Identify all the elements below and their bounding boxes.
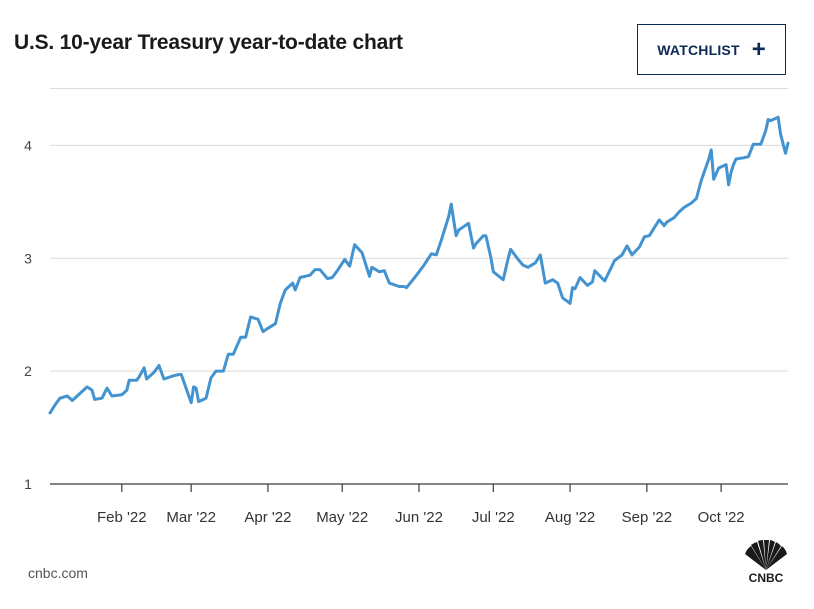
x-tick-label: Aug '22 [545, 509, 595, 526]
x-tick-label: May '22 [316, 509, 368, 526]
source-label: cnbc.com [28, 565, 88, 581]
x-tick-label: Jun '22 [395, 509, 443, 526]
y-tick-label: 4 [24, 137, 32, 153]
y-axis: 1 2 3 4 [24, 137, 32, 492]
header-divider [50, 88, 788, 89]
watchlist-button[interactable]: WATCHLIST + [637, 24, 786, 75]
yield-series-line [48, 115, 790, 415]
x-tick-label: Feb '22 [97, 509, 147, 526]
x-tick-label: Jul '22 [472, 509, 515, 526]
x-tick-label: Oct '22 [698, 509, 745, 526]
y-tick-label: 3 [24, 250, 32, 266]
y-tick-label: 1 [24, 476, 32, 492]
treasury-yield-chart: 1 2 3 4 Feb '22 Mar '22 Apr '22 May '22 Jun '22… [24, 115, 790, 526]
logo-text: CNBC [749, 571, 784, 584]
x-tick-label: Apr '22 [244, 509, 291, 526]
nbc-peacock-icon [745, 540, 787, 570]
grid-lines [50, 144, 788, 485]
page-title: U.S. 10-year Treasury year-to-date chart [14, 31, 403, 54]
x-axis: Feb '22 Mar '22 Apr '22 May '22 Jun '22 Jul '… [97, 484, 745, 526]
x-tick-label: Mar '22 [166, 509, 216, 526]
y-tick-label: 2 [24, 363, 32, 379]
plus-icon: + [751, 35, 766, 63]
watchlist-label: WATCHLIST [657, 41, 740, 58]
x-tick-label: Sep '22 [622, 509, 672, 526]
cnbc-logo: CNBC [745, 540, 787, 584]
